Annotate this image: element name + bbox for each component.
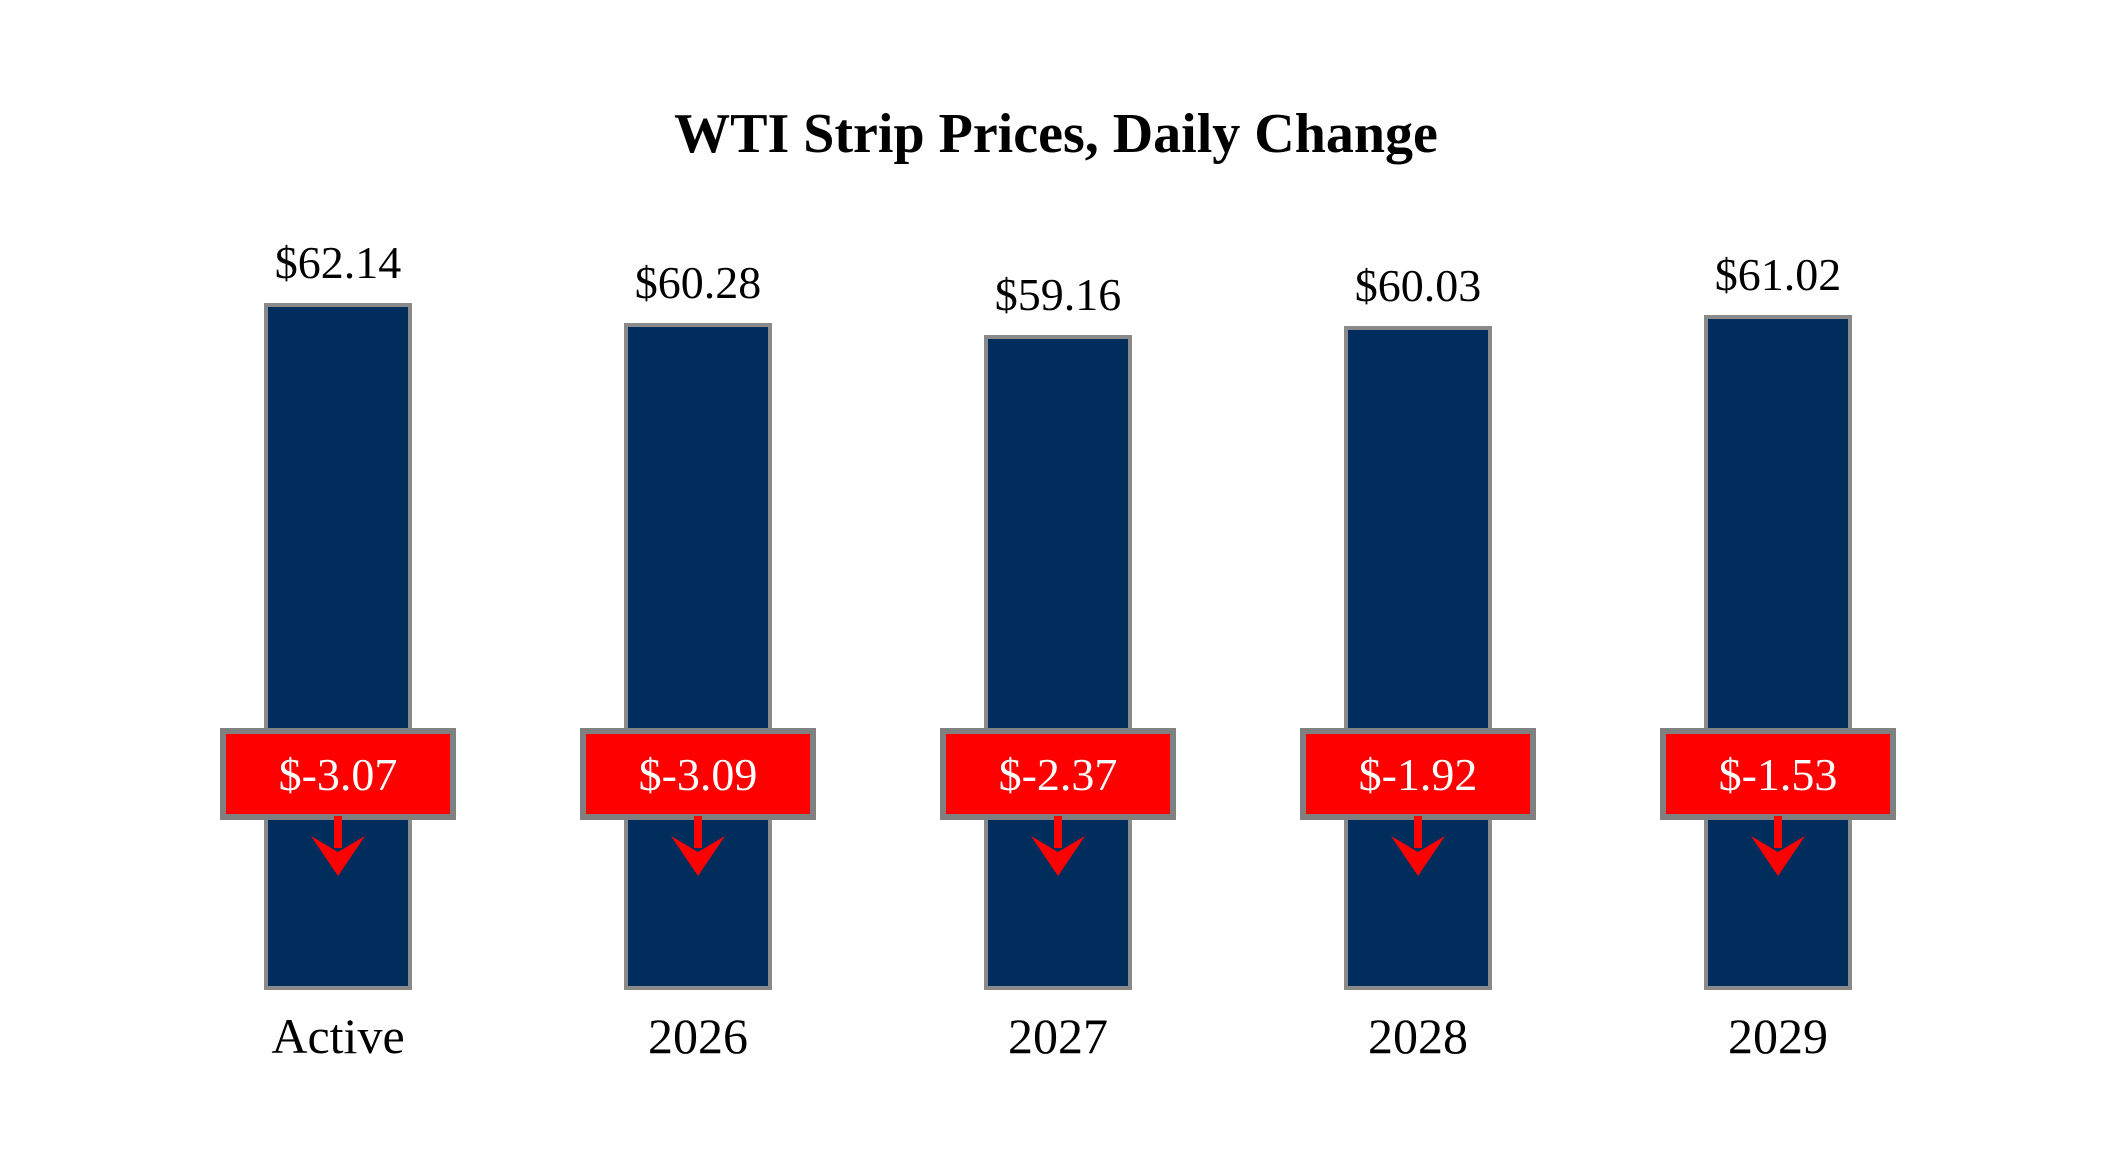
daily-change-badge: $-2.37	[940, 728, 1176, 820]
category-label: 2029	[1728, 1008, 1828, 1064]
price-bar	[264, 303, 412, 990]
price-bar	[1704, 315, 1852, 990]
down-arrow-icon	[1031, 816, 1085, 876]
down-arrow-icon	[1391, 816, 1445, 876]
category-label: 2028	[1368, 1008, 1468, 1064]
price-label: $62.14	[274, 237, 402, 288]
price-label: $59.16	[994, 269, 1122, 320]
daily-change-badge: $-3.09	[580, 728, 816, 820]
daily-change-badge: $-1.53	[1660, 728, 1896, 820]
down-arrow-icon	[671, 816, 725, 876]
daily-change-badge: $-3.07	[220, 728, 456, 820]
daily-change-badge: $-1.92	[1300, 728, 1536, 820]
chart-title: WTI Strip Prices, Daily Change	[674, 103, 1438, 165]
down-arrow-icon	[311, 816, 365, 876]
price-bar	[624, 323, 772, 990]
price-bar	[1344, 326, 1492, 990]
price-label: $60.03	[1354, 260, 1482, 311]
price-label: $61.02	[1714, 249, 1842, 300]
price-label: $60.28	[634, 257, 762, 308]
category-label: Active	[271, 1008, 405, 1064]
down-arrow-icon	[1751, 816, 1805, 876]
category-label: 2027	[1008, 1008, 1108, 1064]
category-label: 2026	[648, 1008, 748, 1064]
price-bar	[984, 335, 1132, 990]
